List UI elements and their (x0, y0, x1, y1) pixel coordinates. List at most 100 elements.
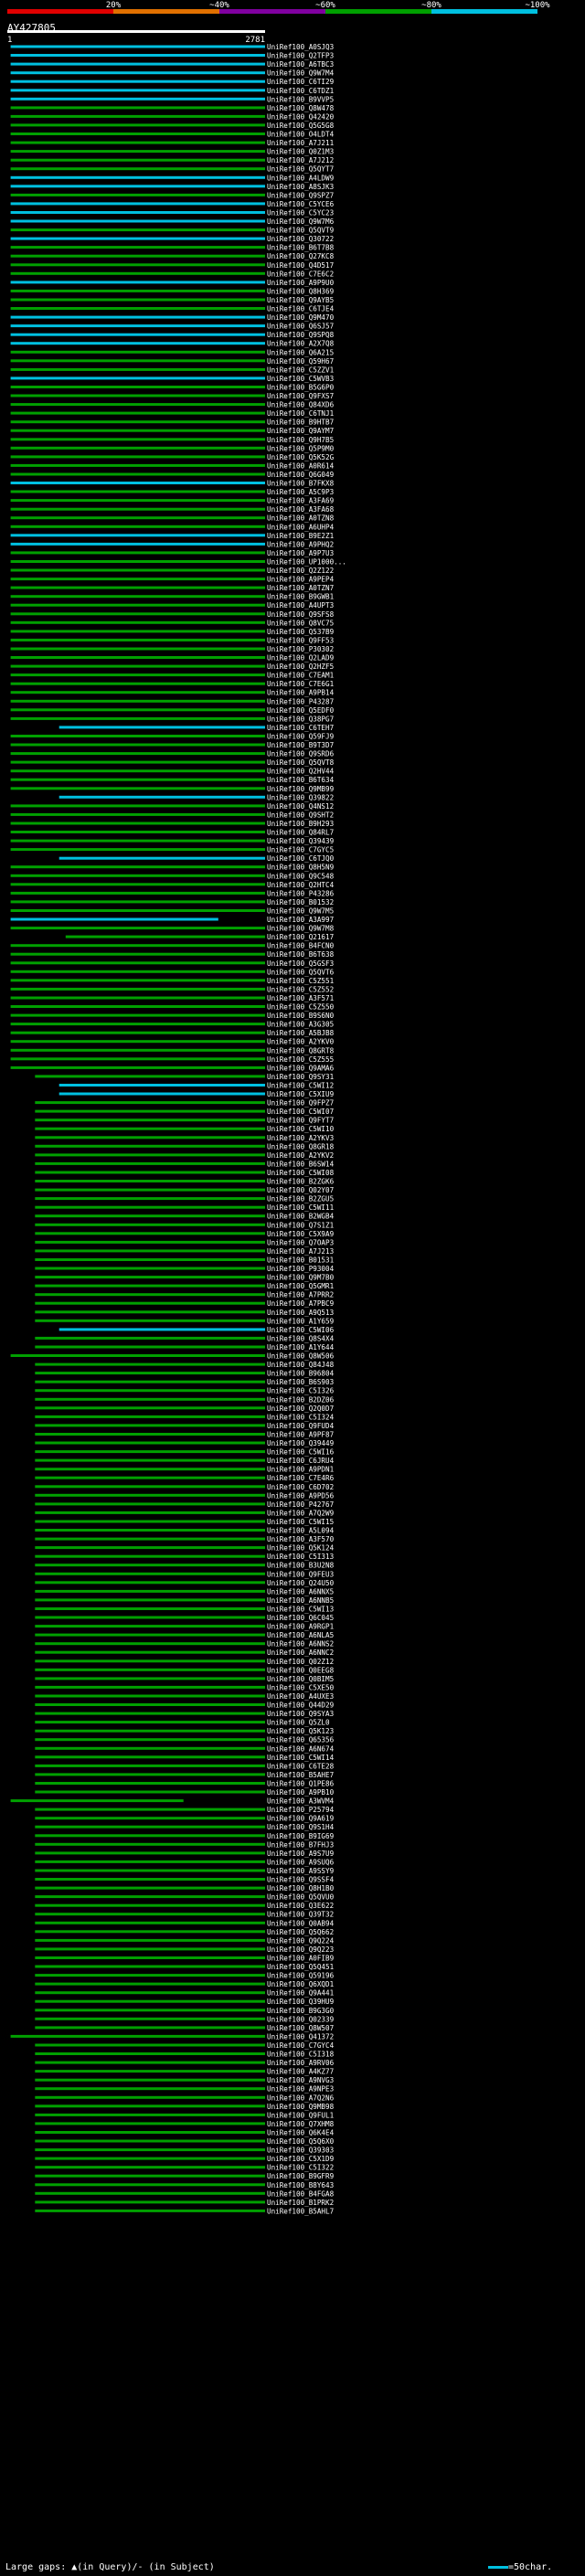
hit-bar (35, 1336, 265, 1340)
hit-bar (10, 133, 265, 135)
hit-label: UniRef100_B9VVP5 (267, 95, 334, 103)
hit-label: UniRef100_A1Y644 (267, 1343, 335, 1352)
hit-label: UniRef100_Q02Z12 (267, 1658, 334, 1666)
hit-bar (35, 1878, 265, 1881)
hit-bar (10, 386, 265, 388)
hit-bar (10, 114, 265, 118)
hit-bar (10, 638, 265, 641)
hit-label: UniRef100_Q59FJ9 (267, 733, 335, 741)
hit-bar (10, 80, 265, 83)
hit-label: UniRef100_A9P9U0 (267, 279, 335, 287)
hit-label: UniRef100_A5BJB8 (267, 1029, 335, 1037)
hit-label: UniRef100_B8Y643 (267, 2181, 334, 2189)
hit-label: UniRef100_Q21617 (267, 933, 334, 941)
hit-label: UniRef100_C5I318 (267, 2051, 335, 2059)
hit-label: UniRef100_Q9SYA3 (267, 1710, 334, 1718)
hit-bar (10, 271, 265, 275)
hit-label: UniRef100_Q9S1H4 (267, 1823, 335, 1831)
hit-bar (10, 987, 265, 991)
hit-label: UniRef100_B96804 (267, 1370, 335, 1378)
query-bar (7, 30, 265, 33)
hit-bar (10, 516, 265, 520)
hit-label: UniRef100_B9S6N0 (267, 1012, 335, 1020)
hit-bar (10, 944, 265, 948)
hit-label: UniRef100_A2YKV3 (267, 1134, 334, 1142)
hit-bar (10, 359, 265, 363)
hit-bar (35, 1703, 265, 1706)
hit-bar (35, 1153, 265, 1157)
hit-label: UniRef100_Q7XHM8 (267, 2120, 335, 2128)
hit-label: UniRef100_B9GWB1 (267, 593, 335, 601)
pct-label-40: ~40% (209, 1, 229, 10)
hit-label: UniRef100_B01532 (267, 898, 334, 906)
hit-label: UniRef100_A6UHP4 (267, 523, 335, 531)
hit-bar (35, 1982, 265, 1986)
hit-bar (10, 141, 265, 144)
hit-bar (35, 1738, 265, 1742)
hit-bar (10, 281, 265, 284)
hit-bar (10, 438, 265, 441)
hit-label: UniRef100_C7EAM1 (267, 672, 335, 680)
hit-label: UniRef100_A9RV06 (267, 2059, 335, 2067)
hit-bar (35, 1197, 265, 1201)
hit-label: UniRef100_Q6G049 (267, 471, 335, 479)
hit-bar (10, 1799, 184, 1803)
hit-label: UniRef100_Q5G5G8 (267, 122, 335, 130)
hit-label: UniRef100_C5Z550 (267, 1003, 335, 1012)
hit-label: UniRef100_B2ZGU5 (267, 1195, 334, 1203)
hit-bar (35, 1938, 265, 1942)
hit-label: UniRef100_Q5P9M0 (267, 444, 335, 452)
hit-label: UniRef100_A9S7U9 (267, 1850, 335, 1858)
hit-label: UniRef100_C5WI07 (267, 1108, 334, 1116)
hit-label: UniRef100_Q8S4X4 (267, 1334, 335, 1342)
hit-label: UniRef100_Q9SPZ7 (267, 191, 334, 199)
hit-label: UniRef100_Q9M7B0 (267, 1274, 335, 1282)
hit-label: UniRef100_Q9FXS7 (267, 392, 334, 400)
hit-label: UniRef100_Q2TFP3 (267, 52, 334, 60)
hit-bar (35, 1947, 265, 1951)
hit-bar (35, 1223, 265, 1226)
hit-label: UniRef100_Q9AYB5 (267, 296, 334, 304)
hit-label: UniRef100_P93004 (267, 1265, 335, 1273)
hit-bar (35, 1685, 265, 1689)
hit-bar (35, 1205, 265, 1209)
hit-label: UniRef100_C5I313 (267, 1553, 334, 1561)
hit-label: UniRef100_C5WI12 (267, 1082, 334, 1090)
hit-label: UniRef100_Q8GRT8 (267, 1046, 335, 1055)
hit-bar (35, 1694, 265, 1698)
scale-green (325, 9, 431, 14)
hit-bar (35, 1991, 265, 1995)
hit-label: UniRef100_C7E6C2 (267, 270, 334, 278)
hit-label: UniRef100_Q5K123 (267, 1727, 334, 1735)
hit-bar (35, 1625, 265, 1628)
hit-label: UniRef100_A9PHQ2 (267, 540, 334, 548)
hit-bar (10, 1048, 265, 1052)
hit-bar (58, 856, 265, 860)
scale-legend: =50char. (488, 2562, 552, 2572)
hit-bar (35, 1493, 265, 1497)
hit-label: UniRef100_A7J213 (267, 1247, 334, 1256)
hit-label: UniRef100_Q39822 (267, 793, 334, 801)
hit-label: UniRef100_C5WI14 (267, 1754, 335, 1762)
hit-bar (35, 1406, 265, 1410)
hit-label: UniRef100_UP1000... (267, 558, 346, 567)
hit-bar (35, 1380, 265, 1383)
hit-bar (35, 2183, 265, 2187)
hit-label: UniRef100_A2YKV2 (267, 1151, 334, 1160)
hit-label: UniRef100_A9P7U3 (267, 549, 334, 557)
hit-label: UniRef100_C5YC23 (267, 209, 334, 217)
hit-bar (10, 708, 265, 712)
hit-bar (35, 1284, 265, 1288)
hit-bar (35, 2087, 265, 2091)
hit-label: UniRef100_A9NPE3 (267, 2085, 334, 2094)
hit-label: UniRef100_Q3E622 (267, 1902, 334, 1910)
hit-bar (35, 1825, 265, 1829)
hit-label: UniRef100_C5XIU9 (267, 1090, 335, 1098)
hit-bar (10, 952, 265, 956)
hit-label: UniRef100_Q44D29 (267, 1701, 335, 1710)
hit-label: UniRef100_Q2HZF5 (267, 663, 334, 671)
hit-label: UniRef100_A3FA69 (267, 497, 335, 505)
hit-bar (35, 1616, 265, 1619)
hit-label: UniRef100_B01531 (267, 1256, 335, 1265)
hit-bar (35, 1860, 265, 1863)
